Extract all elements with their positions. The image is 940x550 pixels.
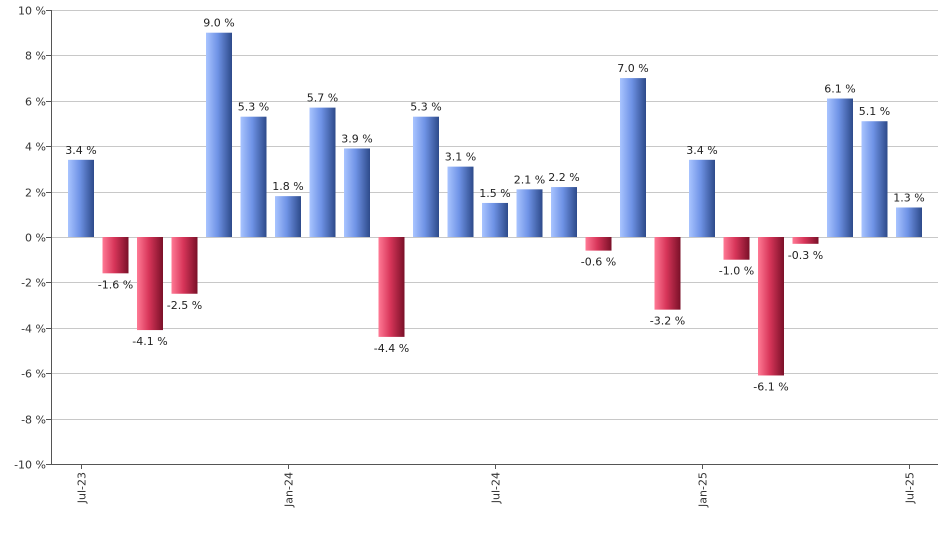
x-tick-label-jul-25: Jul-25 bbox=[904, 472, 917, 504]
data-label-aug-24: 2.1 % bbox=[514, 173, 545, 186]
x-tick-label-jan-24: Jan-24 bbox=[283, 472, 296, 508]
y-tick-label: -6 % bbox=[21, 368, 46, 381]
x-tick-label-jul-24: Jul-24 bbox=[490, 472, 503, 504]
data-labels: 3.4 % -1.6 % -4.1 % -2.5 % 9.0 % 5.3 % 1.8 % 5.… bbox=[65, 17, 924, 394]
y-tick-label: 8 % bbox=[25, 50, 46, 63]
bar-dec-24 bbox=[654, 237, 681, 310]
bar-jun-25 bbox=[861, 121, 888, 237]
data-label-oct-24: -0.6 % bbox=[581, 256, 616, 269]
bar-jul-24 bbox=[482, 202, 508, 237]
data-label-jul-23: 3.4 % bbox=[65, 144, 96, 157]
data-label-mar-24: 3.9 % bbox=[341, 132, 372, 145]
bar-aug-24 bbox=[516, 189, 543, 237]
bar-apr-25 bbox=[792, 237, 819, 244]
y-tick-label: 10 % bbox=[18, 5, 46, 18]
y-tick-label: -2 % bbox=[21, 277, 46, 290]
data-label-dec-23: 5.3 % bbox=[238, 101, 269, 114]
data-label-apr-24: -4.4 % bbox=[374, 342, 409, 355]
y-tick-label: 0 % bbox=[25, 232, 46, 245]
y-axis-ticks: 10 % 8 % 6 % 4 % 2 % 0 % -2 % -4 % -6 % -8 % -10 % bbox=[14, 5, 51, 472]
data-label-jul-24: 1.5 % bbox=[479, 187, 510, 200]
bar-oct-23 bbox=[171, 237, 198, 294]
data-label-jan-25: 3.4 % bbox=[686, 144, 717, 157]
bar-feb-25 bbox=[723, 237, 750, 260]
bar-mar-24 bbox=[344, 148, 370, 237]
data-label-feb-25: -1.0 % bbox=[719, 265, 754, 278]
bar-dec-23 bbox=[240, 116, 267, 237]
bar-mar-25 bbox=[758, 237, 784, 376]
data-label-oct-23: -2.5 % bbox=[167, 299, 202, 312]
data-label-jan-24: 1.8 % bbox=[272, 180, 303, 193]
bar-jan-24 bbox=[275, 196, 301, 237]
x-tick-label-jan-25: Jan-25 bbox=[697, 472, 710, 508]
data-label-jun-24: 3.1 % bbox=[445, 151, 476, 164]
data-label-dec-24: -3.2 % bbox=[650, 315, 685, 328]
axes bbox=[51, 10, 938, 465]
data-label-may-25: 6.1 % bbox=[824, 83, 855, 96]
data-label-mar-25: -6.1 % bbox=[753, 380, 788, 393]
data-label-sep-24: 2.2 % bbox=[548, 171, 579, 184]
x-tick-label-jul-23: Jul-23 bbox=[76, 472, 89, 504]
data-label-apr-25: -0.3 % bbox=[788, 249, 823, 262]
data-label-aug-23: -1.6 % bbox=[98, 278, 133, 291]
bar-jul-23 bbox=[68, 159, 94, 237]
y-tick-label: -8 % bbox=[21, 414, 46, 427]
y-tick-label: -10 % bbox=[14, 459, 46, 472]
bar-may-24 bbox=[413, 116, 439, 237]
data-label-may-24: 5.3 % bbox=[410, 101, 441, 114]
data-label-feb-24: 5.7 % bbox=[307, 92, 338, 105]
data-label-nov-23: 9.0 % bbox=[203, 17, 234, 30]
y-tick-label: 6 % bbox=[25, 96, 46, 109]
y-tick-label: 4 % bbox=[25, 141, 46, 154]
bar-jun-24 bbox=[447, 166, 474, 237]
y-tick-label: 2 % bbox=[25, 187, 46, 200]
data-label-nov-24: 7.0 % bbox=[617, 62, 648, 75]
data-label-jun-25: 5.1 % bbox=[859, 105, 890, 118]
x-axis-ticks: Jul-23 Jan-24 Jul-24 Jan-25 Jul-25 bbox=[76, 464, 917, 508]
bar-aug-23 bbox=[102, 237, 129, 274]
bar-jan-25 bbox=[689, 159, 715, 237]
bar-may-25 bbox=[827, 98, 853, 237]
y-tick-label: -4 % bbox=[21, 323, 46, 336]
bar-feb-24 bbox=[309, 107, 336, 237]
bars bbox=[68, 32, 922, 376]
bar-nov-23 bbox=[206, 32, 232, 238]
bar-oct-24 bbox=[585, 237, 612, 251]
bar-apr-24 bbox=[378, 237, 405, 337]
data-label-sep-23: -4.1 % bbox=[132, 335, 167, 348]
bar-sep-24 bbox=[551, 187, 577, 237]
bar-sep-23 bbox=[137, 237, 163, 331]
bar-jul-25 bbox=[896, 207, 922, 237]
data-label-jul-25: 1.3 % bbox=[893, 191, 924, 204]
bar-nov-24 bbox=[620, 78, 646, 237]
